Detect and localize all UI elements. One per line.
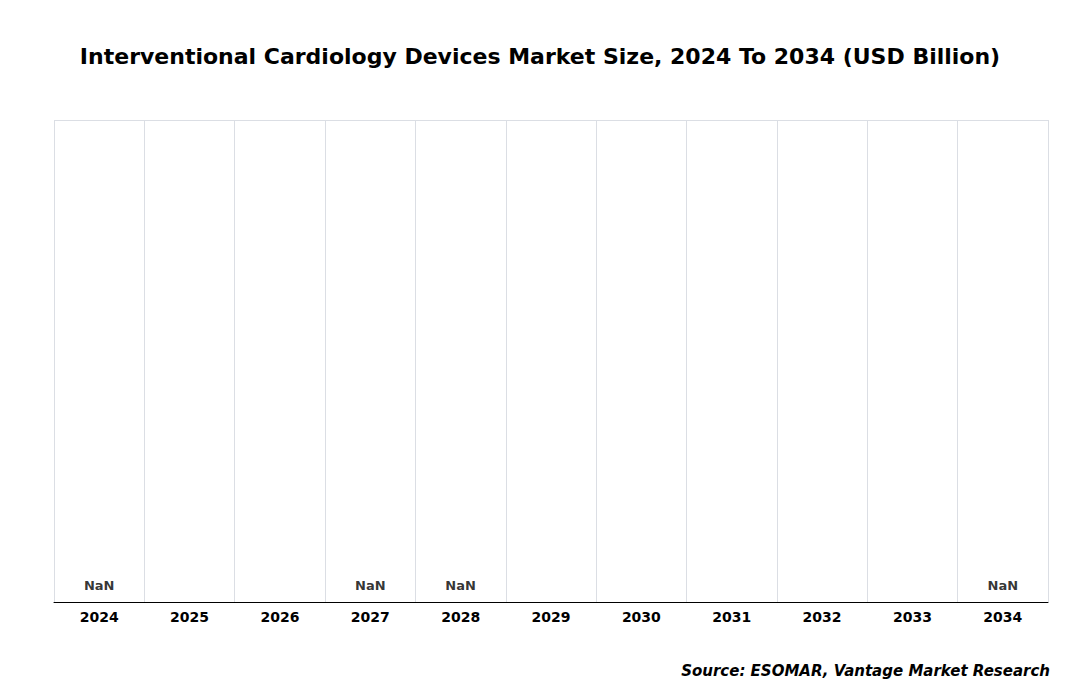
svg-text:2034: 2034 [983, 609, 1022, 625]
svg-text:2029: 2029 [532, 609, 571, 625]
svg-text:2024: 2024 [80, 609, 119, 625]
svg-text:2032: 2032 [803, 609, 842, 625]
svg-text:Source: ESOMAR, Vantage Market: Source: ESOMAR, Vantage Market Research [681, 662, 1050, 680]
svg-text:2031: 2031 [712, 609, 751, 625]
svg-text:2025: 2025 [170, 609, 209, 625]
svg-text:2033: 2033 [893, 609, 932, 625]
svg-text:2026: 2026 [260, 609, 299, 625]
svg-text:NaN: NaN [445, 578, 476, 593]
svg-text:NaN: NaN [988, 578, 1019, 593]
svg-text:2030: 2030 [622, 609, 661, 625]
svg-text:NaN: NaN [84, 578, 115, 593]
svg-text:2027: 2027 [351, 609, 390, 625]
svg-text:NaN: NaN [355, 578, 386, 593]
svg-text:Interventional Cardiology Devi: Interventional Cardiology Devices Market… [80, 44, 1000, 69]
svg-text:2028: 2028 [441, 609, 480, 625]
